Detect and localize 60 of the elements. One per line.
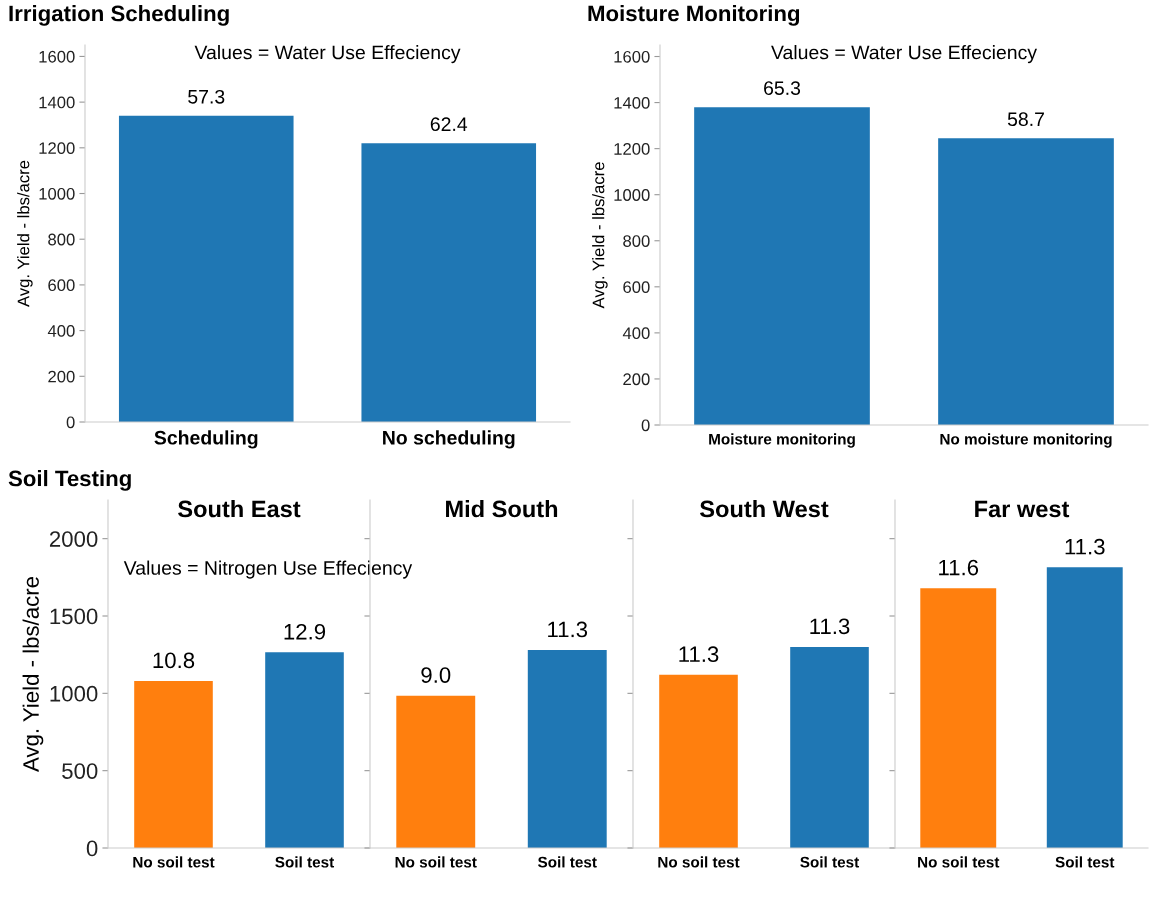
y-tick-label: 800	[623, 235, 650, 247]
annotation: Values = Water Use Effeciency	[194, 45, 461, 64]
x-tick-label: Soil test	[275, 856, 335, 868]
annotation: 12.9	[284, 623, 326, 640]
annotation: Values = Nitrogen Use Effeciency	[123, 560, 413, 579]
chart-subtitle: Mid South	[446, 500, 558, 518]
y-tick-label: 1200	[614, 143, 650, 155]
x-tick-label: No soil test	[918, 856, 1000, 868]
y-tick-label: 2000	[49, 531, 98, 547]
y-tick-label: 1400	[614, 96, 650, 109]
y-tick-label: 0	[641, 419, 650, 432]
chart-title: Moisture Monitoring	[588, 5, 800, 26]
y-tick-label: 0	[66, 416, 75, 429]
y-tick-label: 1500	[50, 608, 98, 625]
annotation: 10.8	[153, 652, 195, 669]
chart-subtitle: South East	[178, 500, 301, 518]
x-tick-label: No scheduling	[383, 430, 515, 449]
y-tick-label: 600	[623, 281, 650, 294]
y-tick-label: 800	[48, 233, 75, 246]
annotation: 57.3	[188, 89, 225, 104]
chart-title: Irrigation Scheduling	[9, 5, 229, 26]
y-tick-label: 200	[623, 373, 650, 386]
annotation: 11.3	[1065, 538, 1105, 555]
annotation: 11.3	[548, 621, 588, 638]
annotation: 9.0	[421, 667, 451, 683]
y-axis-title: Avg. Yield - lbs/acre	[592, 162, 608, 309]
y-tick-label: 1000	[39, 187, 75, 200]
annotation: Values = Water Use Effeciency	[771, 45, 1037, 64]
y-tick-label: 400	[47, 325, 75, 337]
chart-subtitle: South West	[699, 500, 829, 518]
x-tick-label: Soil test	[537, 856, 597, 868]
y-axis-title: Avg. Yield - lbs/acre	[17, 160, 33, 307]
y-tick-label: 400	[622, 327, 650, 340]
x-tick-label: Soil test	[1055, 856, 1115, 868]
x-tick-label: Scheduling	[154, 430, 258, 449]
y-tick-label: 1600	[614, 50, 650, 63]
y-tick-label: 200	[48, 370, 75, 383]
x-tick-label: No soil test	[658, 856, 740, 868]
annotation: 11.6	[939, 559, 979, 576]
y-tick-label: 1000	[614, 189, 650, 201]
chart-title: Soil Testing	[8, 470, 131, 491]
x-tick-label: No soil test	[395, 856, 477, 868]
chart-subtitle: Far west	[975, 500, 1070, 518]
y-tick-label: 1600	[39, 50, 75, 63]
y-axis-title: Avg. Yield - lbs/acre	[22, 576, 44, 772]
y-tick-label: 600	[48, 279, 75, 292]
x-tick-label: No soil test	[133, 856, 215, 868]
annotation: 62.4	[430, 117, 468, 132]
y-tick-label: 500	[62, 763, 98, 779]
annotation: 11.3	[679, 646, 719, 663]
x-tick-label: No moisture monitoring	[940, 433, 1112, 448]
annotation: 58.7	[1007, 112, 1044, 127]
x-tick-label: Soil test	[800, 856, 860, 868]
x-tick-label: Moisture monitoring	[709, 433, 855, 448]
y-tick-label: 1400	[39, 96, 75, 109]
annotation: 11.3	[810, 618, 850, 635]
y-tick-label: 1000	[50, 685, 98, 702]
y-tick-label: 0	[86, 840, 98, 857]
y-tick-label: 1200	[39, 142, 75, 155]
annotation: 65.3	[764, 81, 801, 96]
